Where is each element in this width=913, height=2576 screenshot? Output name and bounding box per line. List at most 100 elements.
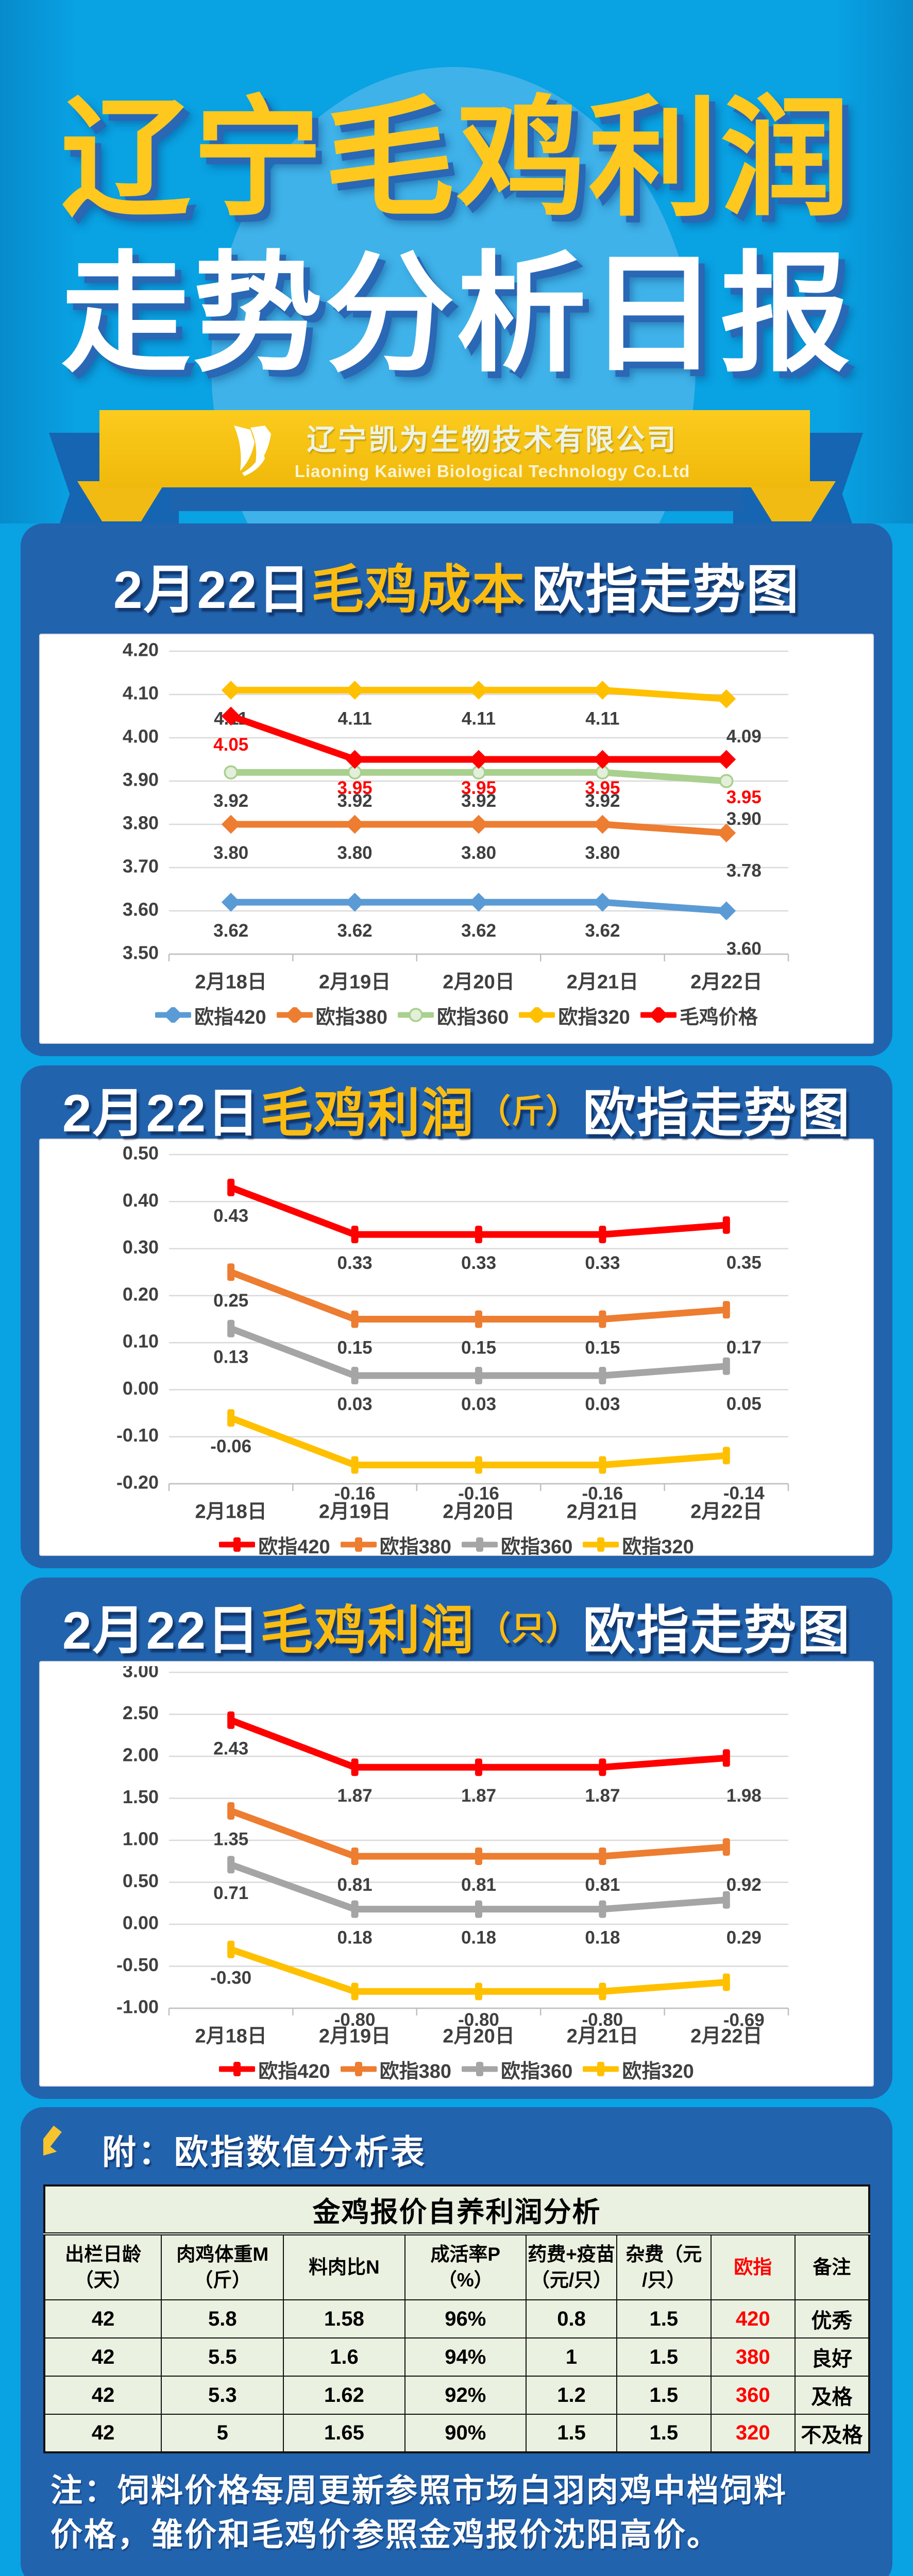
y-axis-tick-label: -0.10	[116, 1425, 159, 1446]
page-title-line1: 辽宁毛鸡利润	[60, 87, 852, 231]
y-axis-tick-label: 3.90	[123, 769, 159, 790]
data-point-label: 3.90	[726, 809, 762, 829]
x-axis-category-label: 2月19日	[319, 971, 391, 993]
table-cell: 420	[710, 2299, 796, 2338]
table-column-header: 药费+疫苗 （元/只）	[525, 2233, 618, 2300]
line-chart: 4.20 4.10 4.00 3.90 3.80 3.70 3.60 3.50 2月18日 2月1…	[123, 639, 789, 993]
legend-marker-icon	[583, 2062, 619, 2076]
data-point-marker	[469, 681, 488, 700]
table-column-header: 出栏日龄 （天）	[43, 2233, 162, 2300]
data-point-marker	[469, 815, 488, 834]
data-point-marker	[599, 1847, 606, 1865]
data-point-label: 3.92	[585, 791, 620, 811]
table-cell: 1	[525, 2337, 618, 2377]
chart-panel-cost: 4.20 4.10 4.00 3.90 3.80 3.70 3.60 3.50 2月18日 2月1…	[39, 634, 874, 1044]
data-point-marker	[221, 681, 241, 700]
data-point-label: -0.06	[210, 1436, 251, 1456]
y-axis-tick-label: 2.00	[123, 1744, 159, 1766]
table-cell: 320	[710, 2414, 796, 2453]
data-point-marker	[597, 1537, 605, 1552]
company-name-en: Liaoning Kaiwei Biological Technology Co…	[294, 461, 690, 481]
y-axis-tick-label: -1.00	[116, 1996, 159, 2018]
data-point-label: 0.17	[726, 1337, 762, 1358]
data-point-label: 4.11	[585, 708, 619, 728]
y-axis-tick-label: 3.80	[123, 812, 159, 834]
analysis-heading-text: 附：欧指数值分析表	[102, 2133, 427, 2171]
table-cell: 1.6	[283, 2337, 405, 2377]
data-point-label: 3.95	[337, 778, 373, 798]
kaiwei-logo-icon	[233, 426, 271, 476]
table-column-header: 杂费（元/只）	[616, 2233, 712, 2300]
table-cell: 1.5	[616, 2299, 712, 2338]
data-point-marker	[469, 892, 488, 912]
chart-panel-profit-jin: 0.50 0.40 0.30 0.20 0.10 0.00 -0.10 -0.20 2月18日 2…	[39, 1139, 874, 1556]
data-point-marker	[475, 1847, 482, 1865]
data-point-marker	[476, 2062, 483, 2076]
data-point-label: 3.92	[461, 791, 496, 811]
data-point-label: 0.05	[726, 1394, 762, 1414]
data-point-label: 0.25	[213, 1291, 248, 1311]
x-axis-category-label: 2月19日	[319, 2025, 391, 2047]
data-point-marker	[351, 1226, 359, 1244]
data-point-marker	[475, 1310, 482, 1328]
y-axis-tick-label: 3.00	[123, 1666, 159, 1682]
chart-card-cost: 2月22日 毛鸡成本 欧指走势图 4.20 4.10 4.00 3.90 3.80 3.70 3…	[21, 523, 892, 1056]
data-point-marker	[722, 1973, 730, 1991]
table-cell: 1.5	[616, 2337, 712, 2377]
x-axis-category-label: 2月19日	[319, 1501, 391, 1522]
legend-label: 欧指420	[194, 1006, 266, 1028]
data-point-marker	[599, 1226, 606, 1244]
data-point-marker	[475, 1758, 482, 1776]
y-axis-tick-label: 3.50	[123, 942, 159, 963]
profit-analysis-table: 金鸡报价自养利润分析 出栏日龄 （天） 肉鸡体重M （斤） 料肉比N 成活率P （%） 药费+疫…	[43, 2184, 870, 2453]
legend-marker-icon	[340, 2062, 377, 2076]
chart-title-date: 2月22日	[62, 1601, 261, 1660]
x-axis-category-label: 2月22日	[690, 2025, 762, 2047]
data-point-marker	[722, 1838, 730, 1856]
data-point-marker	[354, 2062, 362, 2076]
data-point-marker	[469, 750, 488, 769]
legend-marker-icon	[462, 2062, 498, 2076]
data-point-marker	[528, 1007, 547, 1023]
data-point-marker	[409, 1008, 423, 1022]
data-point-marker	[599, 1310, 606, 1328]
data-point-label: 0.33	[585, 1253, 620, 1273]
data-point-label: 0.43	[213, 1206, 248, 1226]
data-point-label: 3.95	[461, 778, 496, 798]
chart-title-unit: （只）	[478, 1610, 580, 1647]
analysis-card: 附：欧指数值分析表 金鸡报价自养利润分析 出栏日龄 （天） 肉鸡体重M （斤） 料肉比N 成…	[21, 2107, 892, 2576]
table-cell: 优秀	[794, 2299, 870, 2338]
legend-marker-icon	[340, 1537, 377, 1552]
data-point-label: 3.95	[726, 787, 762, 807]
data-point-marker	[719, 774, 734, 788]
data-point-label: 1.87	[461, 1786, 496, 1806]
table-cell: 5.3	[161, 2376, 284, 2415]
y-axis-tick-label: 0.00	[123, 1378, 159, 1399]
data-point-marker	[599, 1758, 606, 1776]
data-point-marker	[227, 1409, 235, 1427]
data-point-marker	[599, 1367, 606, 1385]
table-cell: 360	[710, 2376, 796, 2415]
corner-arrow-icon	[43, 2126, 62, 2158]
data-point-label: 0.03	[461, 1394, 496, 1414]
data-point-label: 3.78	[726, 861, 762, 881]
data-point-label: -0.80	[334, 2010, 376, 2030]
y-axis-tick-label: 0.00	[123, 1912, 159, 1934]
data-point-marker	[221, 892, 241, 912]
data-point-marker	[717, 901, 736, 921]
x-axis-category-label: 2月18日	[195, 971, 266, 993]
table-row: 42 5.8 1.58 96% 0.8 1.5 420 优秀	[43, 2299, 870, 2338]
legend-marker-icon	[219, 2062, 256, 2076]
data-point-label: 4.11	[462, 708, 496, 728]
legend-marker-icon	[462, 1537, 498, 1552]
data-point-marker	[233, 1537, 241, 1552]
legend-item: 欧指380	[340, 2055, 451, 2083]
data-point-marker	[475, 1367, 482, 1385]
legend-label: 毛鸡价格	[679, 1006, 758, 1028]
legend-marker-icon	[397, 1008, 434, 1022]
data-point-label: -0.14	[723, 1483, 765, 1503]
x-axis-category-label: 2月21日	[567, 1501, 638, 1522]
chart-title-highlight: 毛鸡利润	[260, 1601, 475, 1660]
y-axis-tick-label: -0.50	[116, 1954, 159, 1975]
